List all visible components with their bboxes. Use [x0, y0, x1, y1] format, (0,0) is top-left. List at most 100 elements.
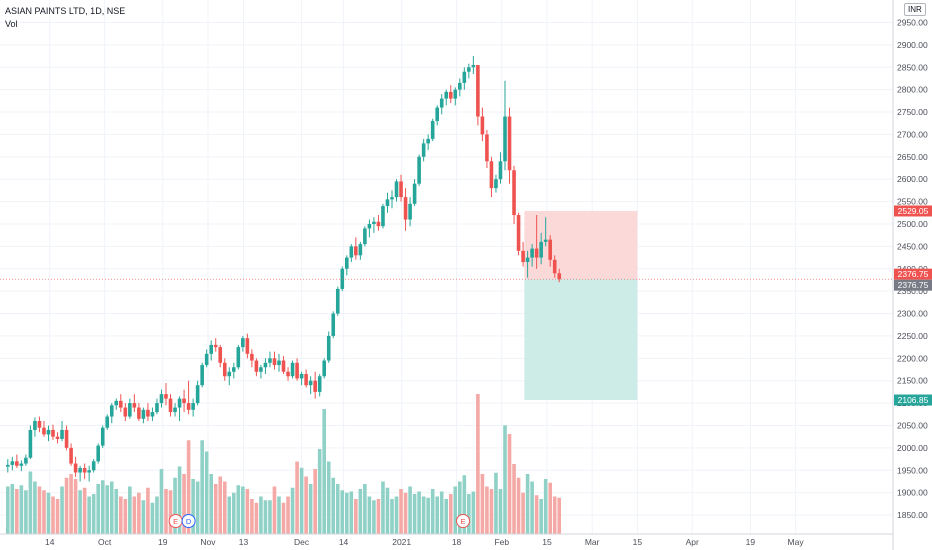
- candle-body[interactable]: [82, 468, 87, 473]
- earnings-event-marker[interactable]: [456, 514, 471, 528]
- candle-body[interactable]: [385, 199, 390, 207]
- candle-body[interactable]: [286, 371, 290, 377]
- candle-body[interactable]: [272, 358, 277, 366]
- candle-body[interactable]: [516, 215, 521, 251]
- candle-body[interactable]: [15, 461, 19, 466]
- candle-body[interactable]: [64, 429, 69, 448]
- candle-body[interactable]: [444, 91, 449, 99]
- candle-body[interactable]: [96, 445, 100, 462]
- candle-body[interactable]: [69, 447, 73, 464]
- candle-body[interactable]: [227, 371, 232, 377]
- candle-body[interactable]: [146, 409, 150, 417]
- candle-body[interactable]: [335, 288, 340, 314]
- candle-body[interactable]: [426, 138, 430, 144]
- candle-body[interactable]: [367, 223, 372, 229]
- candle-body[interactable]: [421, 143, 426, 157]
- profit-target-zone[interactable]: [524, 279, 638, 401]
- candle-body[interactable]: [394, 181, 399, 198]
- candle-body[interactable]: [6, 464, 10, 467]
- stop-loss-zone[interactable]: [524, 210, 638, 280]
- candle-body[interactable]: [358, 244, 363, 256]
- currency-label[interactable]: INR: [904, 3, 926, 16]
- candle-body[interactable]: [281, 360, 286, 372]
- candle-body[interactable]: [539, 241, 543, 258]
- candle-body[interactable]: [548, 239, 552, 260]
- candle-body[interactable]: [168, 398, 173, 413]
- candle-body[interactable]: [173, 407, 177, 413]
- candle-body[interactable]: [512, 170, 516, 216]
- candle-body[interactable]: [331, 313, 336, 336]
- candle-body[interactable]: [557, 273, 562, 280]
- candle-body[interactable]: [268, 358, 272, 363]
- stop-price-badge[interactable]: [894, 205, 932, 217]
- candle-body[interactable]: [399, 181, 403, 198]
- candle-body[interactable]: [471, 65, 476, 68]
- candle-body[interactable]: [137, 407, 141, 419]
- candle-body[interactable]: [100, 427, 105, 446]
- candle-body[interactable]: [186, 403, 191, 410]
- volume-indicator-label[interactable]: Vol: [5, 19, 18, 29]
- candle-body[interactable]: [317, 376, 322, 392]
- candle-body[interactable]: [132, 403, 137, 408]
- candle-body[interactable]: [213, 344, 218, 348]
- candle-body[interactable]: [232, 367, 236, 372]
- candle-body[interactable]: [435, 107, 439, 121]
- candle-body[interactable]: [521, 250, 525, 263]
- candle-body[interactable]: [28, 429, 33, 458]
- candle-body[interactable]: [109, 405, 114, 417]
- candle-body[interactable]: [55, 436, 60, 439]
- candle-body[interactable]: [24, 457, 28, 464]
- candle-body[interactable]: [33, 421, 37, 430]
- candle-body[interactable]: [507, 116, 512, 171]
- candle-body[interactable]: [19, 463, 24, 466]
- candle-body[interactable]: [123, 407, 128, 417]
- candle-body[interactable]: [448, 91, 453, 99]
- candle-body[interactable]: [494, 179, 498, 189]
- candle-body[interactable]: [326, 335, 331, 361]
- candle-body[interactable]: [462, 71, 467, 83]
- candle-body[interactable]: [150, 412, 155, 417]
- candle-body[interactable]: [304, 373, 308, 386]
- entry-price-badge[interactable]: [894, 279, 932, 291]
- candle-body[interactable]: [78, 468, 82, 473]
- candle-body[interactable]: [105, 416, 110, 428]
- candle-body[interactable]: [467, 67, 471, 72]
- candle-body[interactable]: [530, 248, 534, 258]
- candle-body[interactable]: [218, 347, 223, 363]
- candle-body[interactable]: [182, 398, 186, 404]
- candle-body[interactable]: [480, 116, 485, 135]
- candle-body[interactable]: [299, 373, 304, 379]
- candle-body[interactable]: [222, 362, 227, 377]
- candle-body[interactable]: [91, 461, 96, 471]
- candle-body[interactable]: [430, 120, 435, 139]
- candle-body[interactable]: [534, 248, 539, 258]
- candle-body[interactable]: [390, 197, 394, 200]
- candle-body[interactable]: [60, 429, 64, 439]
- candle-body[interactable]: [498, 161, 503, 180]
- candle-body[interactable]: [259, 367, 263, 372]
- candle-body[interactable]: [412, 183, 417, 204]
- candle-body[interactable]: [263, 362, 268, 368]
- candle-body[interactable]: [403, 197, 408, 220]
- candle-body[interactable]: [372, 221, 376, 224]
- candle-body[interactable]: [155, 403, 159, 413]
- candle-body[interactable]: [204, 353, 209, 366]
- candle-body[interactable]: [200, 365, 204, 386]
- candle-body[interactable]: [485, 134, 489, 162]
- candle-body[interactable]: [552, 259, 557, 274]
- candle-body[interactable]: [503, 116, 507, 162]
- candle-body[interactable]: [51, 429, 55, 437]
- candle-body[interactable]: [476, 65, 480, 117]
- candle-body[interactable]: [345, 257, 349, 269]
- candle-body[interactable]: [46, 429, 51, 435]
- candle-body[interactable]: [349, 246, 354, 258]
- candle-body[interactable]: [489, 161, 494, 189]
- candle-body[interactable]: [354, 246, 358, 256]
- candle-body[interactable]: [340, 268, 345, 289]
- last-price-badge[interactable]: [894, 268, 932, 280]
- candle-body[interactable]: [10, 461, 15, 465]
- candle-body[interactable]: [114, 400, 119, 406]
- candle-body[interactable]: [42, 427, 46, 435]
- candle-body[interactable]: [141, 409, 146, 419]
